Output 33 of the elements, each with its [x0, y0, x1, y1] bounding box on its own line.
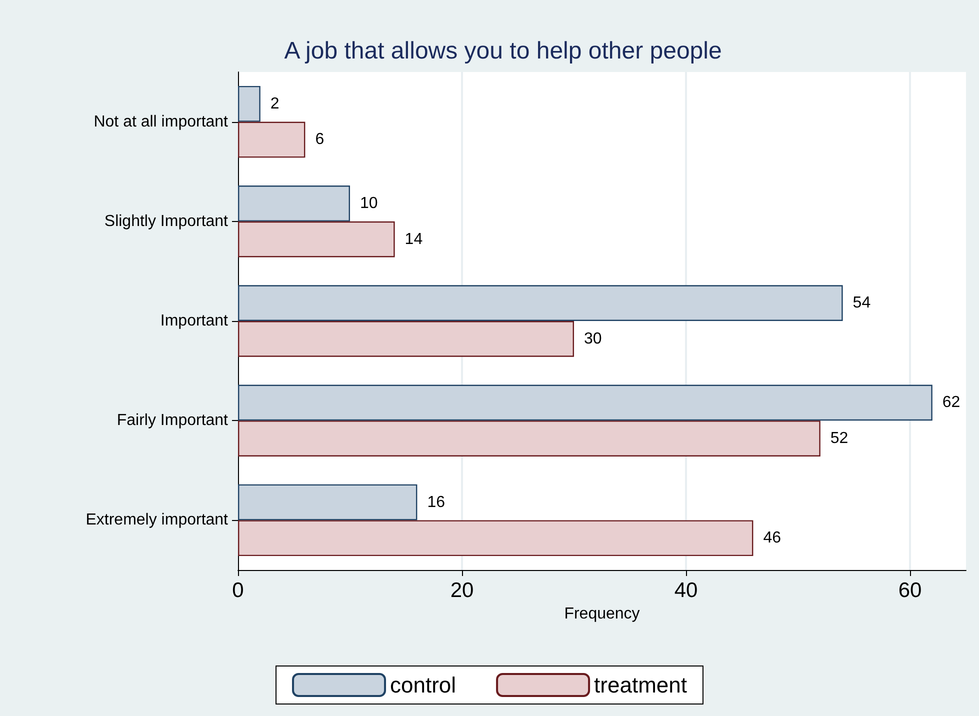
data-label: 10 — [360, 194, 378, 212]
data-label: 16 — [427, 494, 446, 511]
data-label: 6 — [315, 131, 324, 148]
x-tick-label: 60 — [898, 579, 922, 602]
bar — [238, 420, 820, 456]
y-tick-label: Not at all important — [94, 113, 229, 130]
bar — [238, 86, 260, 122]
data-label: 14 — [404, 230, 423, 248]
bar — [238, 122, 306, 158]
x-axis-title: Frequency — [564, 605, 640, 622]
data-label: 54 — [852, 294, 871, 312]
bar — [238, 321, 574, 357]
bar — [238, 384, 932, 421]
chart-title: A job that allows you to help other people — [284, 38, 722, 64]
legend-label: control — [390, 672, 456, 698]
y-tick-label: Important — [160, 312, 229, 330]
bar — [238, 520, 754, 556]
x-tick-label: 40 — [674, 579, 698, 602]
y-tick-label: Fairly Important — [116, 412, 229, 430]
data-label: 30 — [584, 330, 602, 348]
x-tick-label: 20 — [450, 579, 474, 602]
y-tick-label: Slightly Important — [104, 212, 229, 230]
bar — [238, 186, 350, 222]
data-label: 46 — [763, 530, 782, 547]
x-tick-label: 0 — [232, 579, 244, 602]
bar — [238, 221, 395, 258]
y-tick-label: Extremely important — [86, 512, 229, 529]
data-label: 52 — [830, 430, 848, 448]
legend-label: treatment — [594, 672, 687, 698]
data-label: 2 — [270, 95, 280, 112]
data-label: 62 — [942, 394, 960, 412]
bar — [238, 484, 418, 520]
bar — [238, 285, 843, 321]
